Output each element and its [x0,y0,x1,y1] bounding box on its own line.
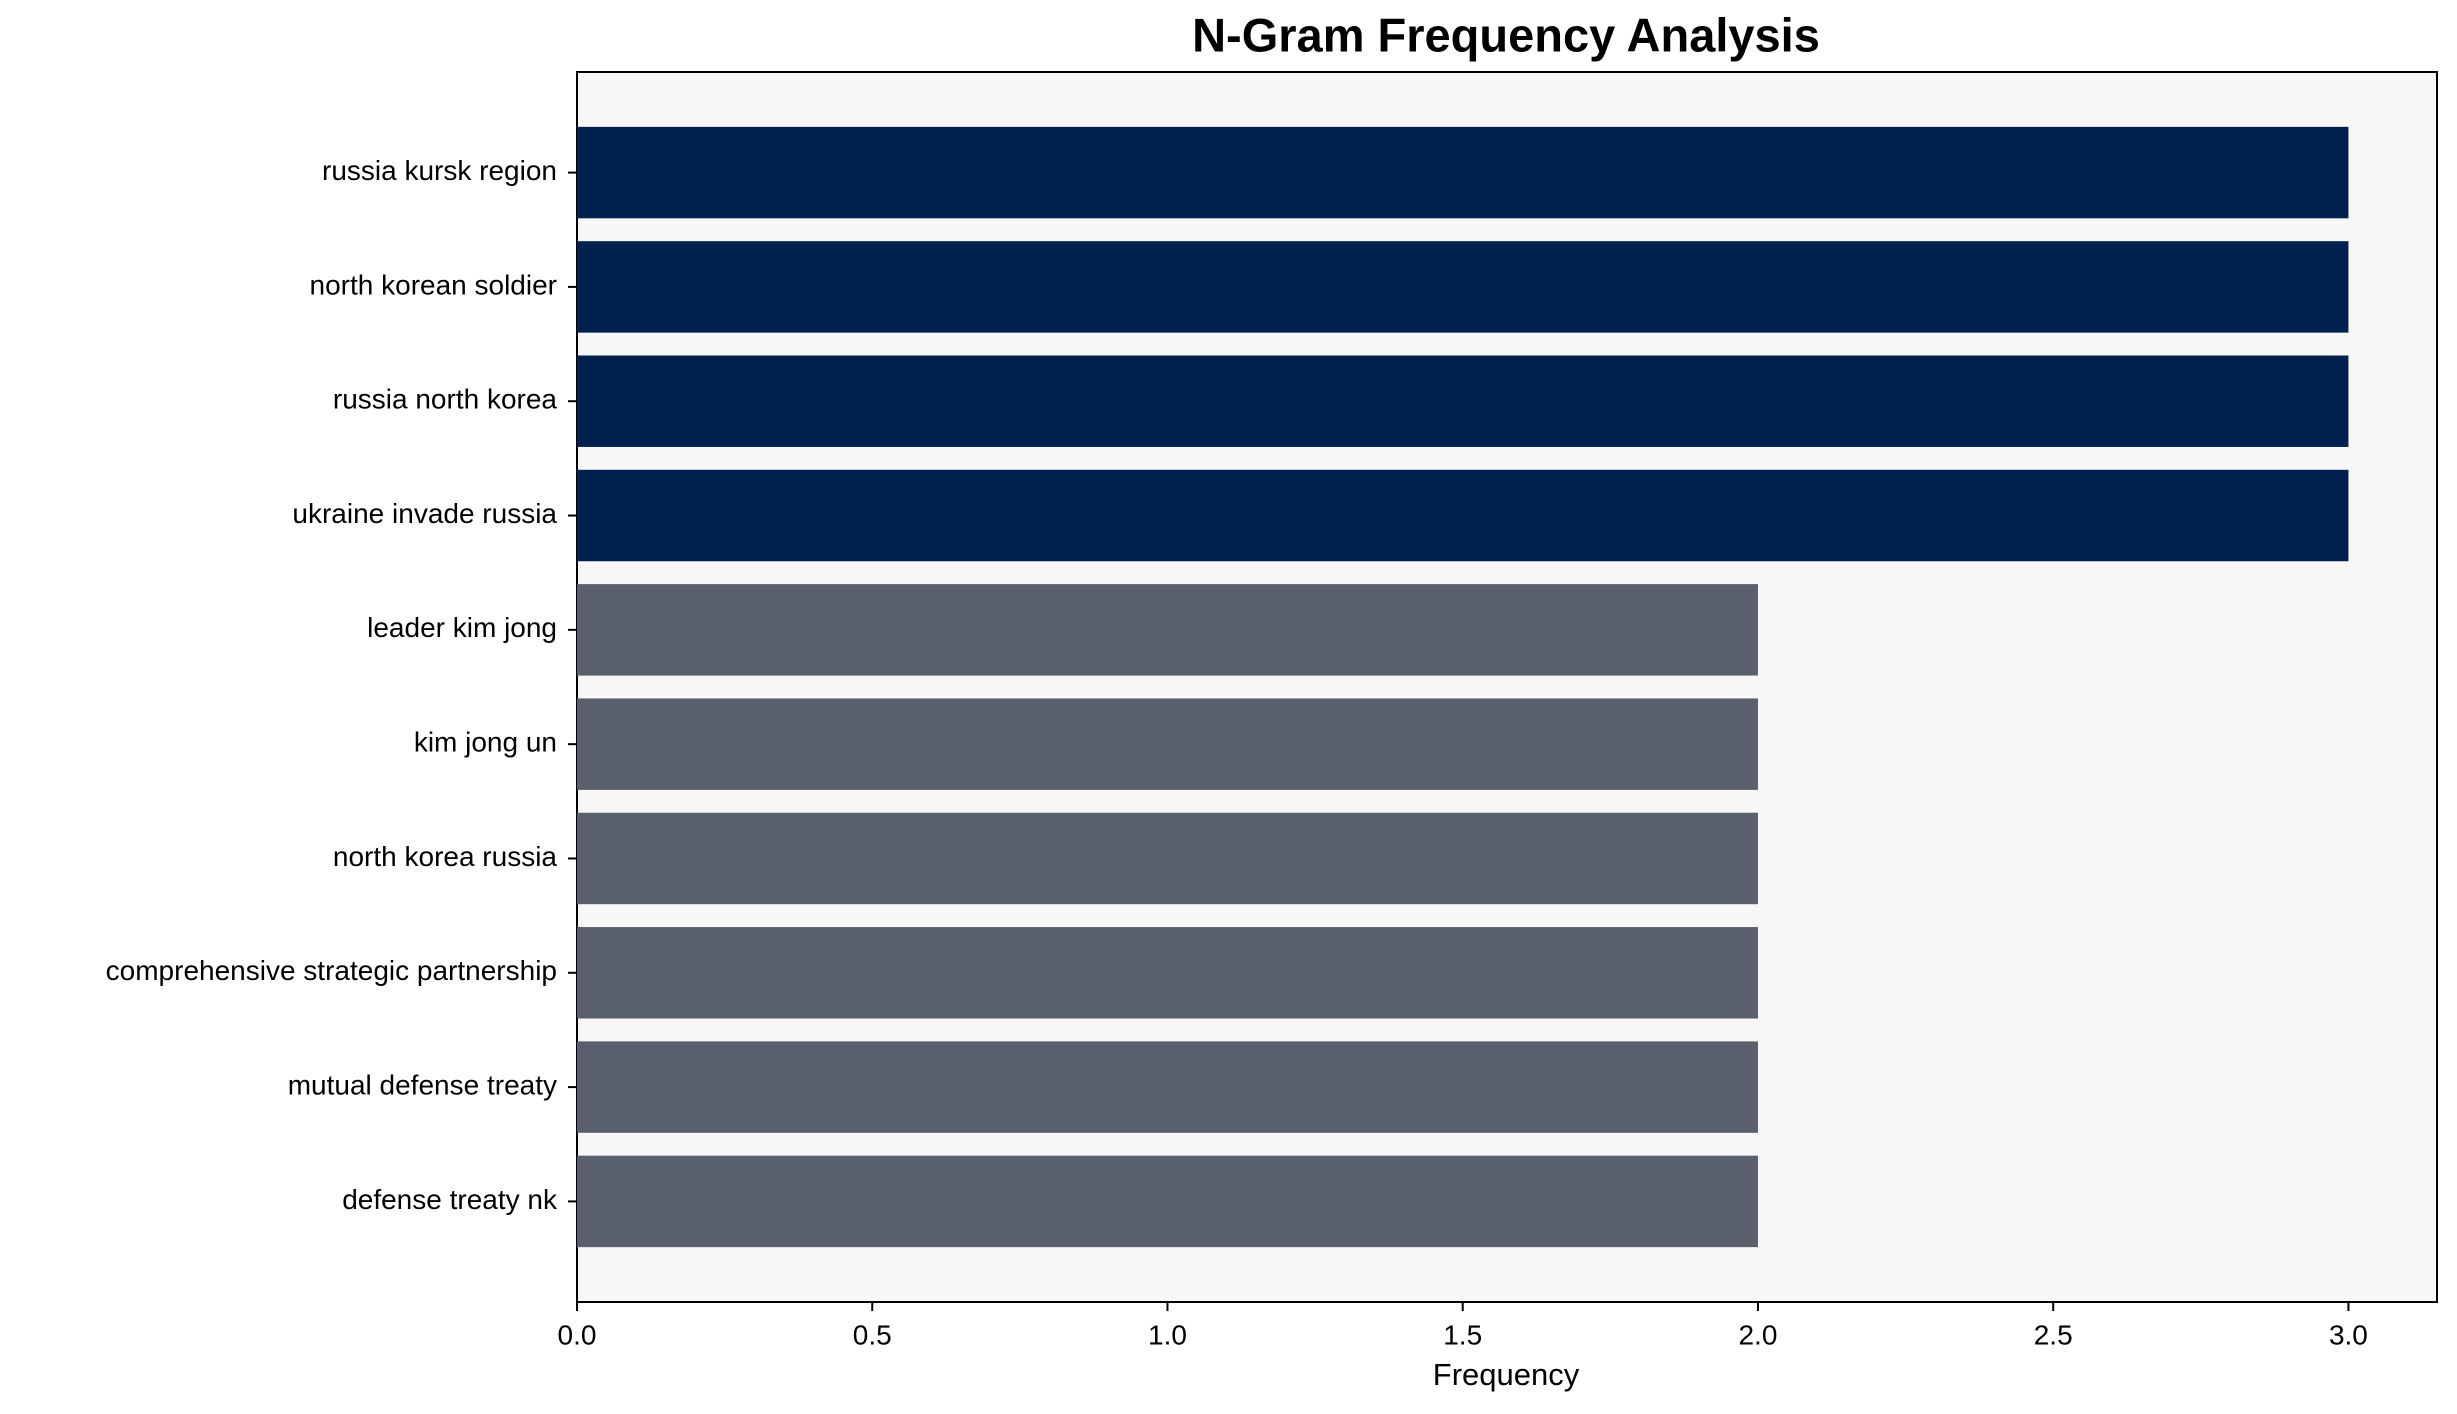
x-tick-label: 0.5 [853,1319,892,1350]
bar [577,1041,1758,1133]
bar [577,812,1758,905]
y-tick-label: russia kursk region [322,155,557,186]
bar [577,126,2349,219]
y-tick-label: leader kim jong [367,612,557,643]
y-tick-label: north korean soldier [310,269,557,300]
x-tick-label: 1.0 [1148,1319,1187,1350]
y-tick-label: defense treaty nk [342,1184,558,1215]
bar [577,584,1758,676]
chart-title: N-Gram Frequency Analysis [1192,8,1820,61]
y-tick-label: comprehensive strategic partnership [106,955,557,986]
y-tick-label: russia north korea [333,384,558,415]
y-tick-label: kim jong un [414,727,557,758]
x-tick-label: 2.5 [2034,1319,2073,1350]
bar [577,355,2349,447]
y-tick-label: mutual defense treaty [288,1069,557,1100]
x-tick-label: 1.5 [1443,1319,1482,1350]
bar [577,469,2349,562]
x-tick-label: 3.0 [2329,1319,2368,1350]
bar [577,927,1758,1019]
y-tick-label: ukraine invade russia [292,498,557,529]
bar [577,698,1758,790]
x-tick-label: 2.0 [1738,1319,1777,1350]
x-tick-label: 0.0 [558,1319,597,1350]
bar [577,241,2349,333]
y-tick-label: north korea russia [333,841,558,872]
x-axis-label: Frequency [1433,1357,1580,1392]
bar [577,1155,1758,1248]
